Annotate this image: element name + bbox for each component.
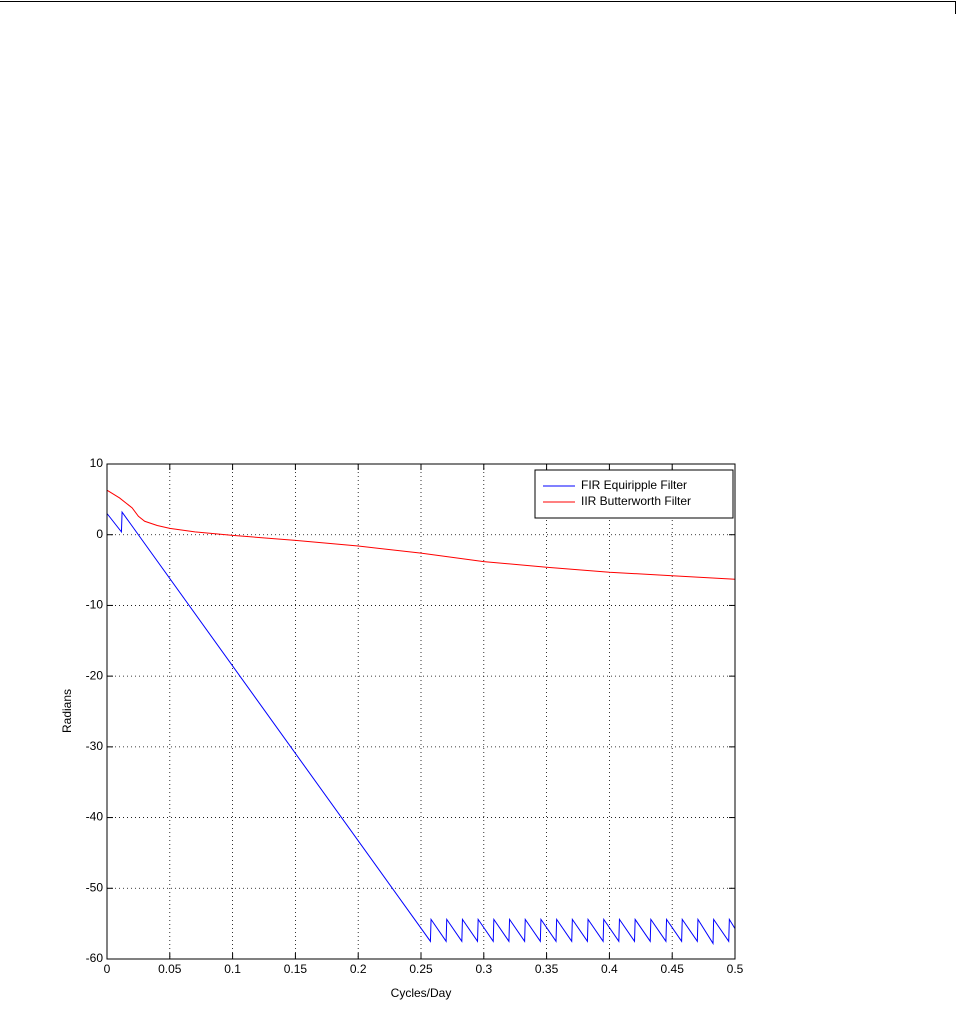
x-tick-label: 0.25 — [409, 962, 433, 976]
x-tick-label: 0.45 — [661, 962, 685, 976]
x-tick-label: 0.35 — [535, 962, 559, 976]
y-tick-label: -60 — [86, 951, 104, 965]
y-tick-label: 10 — [90, 456, 104, 470]
x-tick-label: 0 — [104, 962, 111, 976]
legend-label: FIR Equiripple Filter — [581, 478, 687, 492]
legend-box — [534, 469, 734, 519]
y-tick-label: -50 — [86, 880, 104, 894]
x-tick-label: 0.4 — [601, 962, 618, 976]
legend-label: IIR Butterworth Filter — [581, 494, 691, 508]
x-tick-label: 0.3 — [475, 962, 492, 976]
x-axis-label: Cycles/Day — [391, 986, 452, 1000]
y-tick-label: -20 — [86, 668, 104, 682]
x-tick-label: 0.2 — [350, 962, 367, 976]
y-tick-label: 0 — [96, 527, 103, 541]
y-tick-label: -10 — [86, 598, 104, 612]
x-tick-label: 0.1 — [224, 962, 241, 976]
data-line — [106, 489, 736, 580]
data-line — [106, 510, 736, 946]
y-axis-label: Radians — [60, 689, 74, 733]
x-tick-label: 0.15 — [284, 962, 308, 976]
y-tick-label: -30 — [86, 739, 104, 753]
x-tick-label: 0.05 — [158, 962, 182, 976]
plot-frame — [106, 463, 736, 960]
y-tick-label: -40 — [86, 810, 104, 824]
x-tick-label: 0.5 — [727, 962, 744, 976]
